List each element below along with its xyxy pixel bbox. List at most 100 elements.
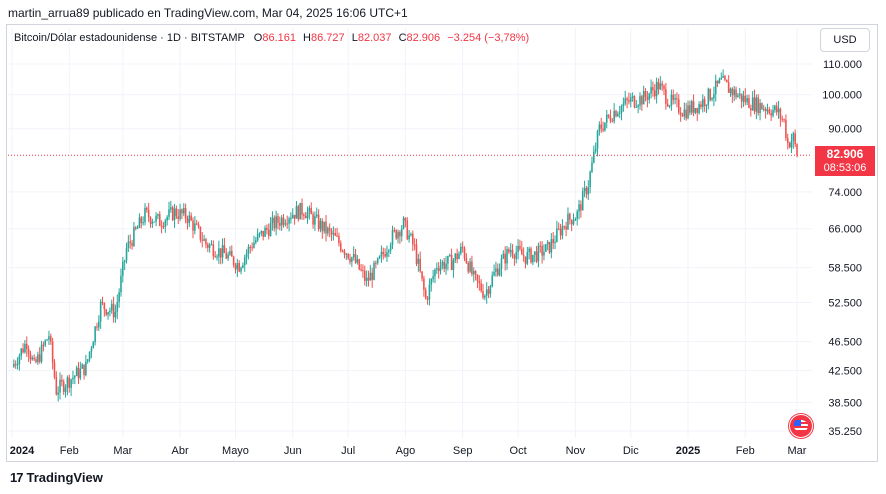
candle-body <box>652 87 654 91</box>
candle-body <box>753 97 756 112</box>
candle-body <box>109 310 111 312</box>
candle-body <box>171 207 174 220</box>
candle-body <box>504 253 506 264</box>
candle-body <box>413 244 416 246</box>
candle-body <box>448 254 451 256</box>
candle-body <box>134 227 137 229</box>
candle-body <box>197 224 200 227</box>
candle-body <box>18 355 21 365</box>
candle-body <box>794 133 796 145</box>
high-label: H <box>303 32 311 44</box>
candle-body <box>29 354 32 360</box>
candle-body <box>371 272 373 280</box>
candle-body <box>565 226 567 230</box>
candle-body <box>192 220 194 231</box>
candle-body <box>376 258 379 264</box>
candle-body <box>127 241 130 249</box>
candle-body <box>689 105 691 113</box>
candle-body <box>40 344 43 362</box>
candle-body <box>264 227 266 237</box>
candle-body <box>493 271 495 276</box>
candle-body <box>373 262 375 280</box>
candle-body <box>266 227 268 230</box>
candle-body <box>506 249 508 264</box>
candle-body <box>347 253 349 259</box>
candle-body <box>574 218 577 221</box>
candle-body <box>339 243 342 251</box>
candle-body <box>591 162 593 173</box>
candle-body <box>284 223 287 225</box>
candle-body <box>131 242 133 246</box>
candle-body <box>147 210 150 218</box>
candle-body <box>487 289 490 294</box>
candle-body <box>312 214 314 225</box>
candle-body <box>223 245 226 254</box>
candle-body <box>559 228 562 236</box>
candle-body <box>585 187 588 195</box>
candle-body <box>146 207 148 211</box>
candle-body <box>533 251 536 255</box>
candle-body <box>576 211 578 219</box>
candle-body <box>578 204 580 212</box>
candle-body <box>48 336 50 340</box>
candle-body <box>182 208 185 214</box>
candle-body <box>282 217 285 225</box>
tradingview-logo[interactable]: 17 TradingView <box>10 470 103 485</box>
candle-body <box>777 108 780 113</box>
candle-body <box>195 223 198 225</box>
candle-body <box>177 216 180 219</box>
candle-body <box>245 253 248 258</box>
y-tick-label: 90.000 <box>828 124 862 136</box>
candle-body <box>644 91 647 97</box>
candle-body <box>604 122 606 131</box>
candle-body <box>55 377 58 395</box>
candle-body <box>210 244 213 246</box>
candle-body <box>661 83 663 86</box>
candle-body <box>465 258 468 263</box>
candle-body <box>358 259 361 270</box>
candle-body <box>589 172 591 188</box>
candle-body <box>138 217 141 228</box>
symbol-title[interactable]: Bitcoin/Dólar estadounidense · 1D · BITS… <box>14 32 245 44</box>
candle-body <box>500 258 503 269</box>
candle-body <box>469 261 471 272</box>
candle-body <box>255 240 257 243</box>
candle-body <box>155 215 157 222</box>
x-tick-label: Mar <box>113 445 132 457</box>
candle-body <box>617 113 619 117</box>
candle-body <box>458 253 460 259</box>
tradingview-mark-icon: 17 <box>10 470 24 485</box>
candle-body <box>482 291 484 298</box>
candle-body <box>615 110 617 117</box>
candle-body <box>107 311 109 315</box>
candle-body <box>478 280 481 284</box>
candle-body <box>369 272 372 281</box>
candle-body <box>277 216 279 223</box>
candle-body <box>162 226 165 228</box>
close-label: C <box>398 32 407 44</box>
candle-body <box>330 230 333 235</box>
x-tick-label: Oct <box>510 445 527 457</box>
candle-body <box>57 392 59 395</box>
candle-body <box>474 271 477 275</box>
candle-body <box>253 242 255 248</box>
candle-body <box>545 244 547 252</box>
candle-body <box>267 229 270 236</box>
candle-body <box>594 148 597 152</box>
x-tick-label: 2025 <box>676 445 700 457</box>
candle-body <box>160 225 163 227</box>
candle-body <box>611 120 614 122</box>
us-flag-icon[interactable] <box>789 414 813 438</box>
candle-body <box>240 267 242 272</box>
candle-body <box>382 251 385 255</box>
candle-body <box>410 233 412 236</box>
candle-body <box>149 217 152 224</box>
currency-button[interactable]: USD <box>820 28 870 52</box>
candle-body <box>20 348 23 356</box>
candle-body <box>740 93 743 102</box>
candle-body <box>620 106 623 113</box>
candle-body <box>74 375 76 378</box>
candle-body <box>556 228 558 242</box>
candle-body <box>315 214 318 217</box>
